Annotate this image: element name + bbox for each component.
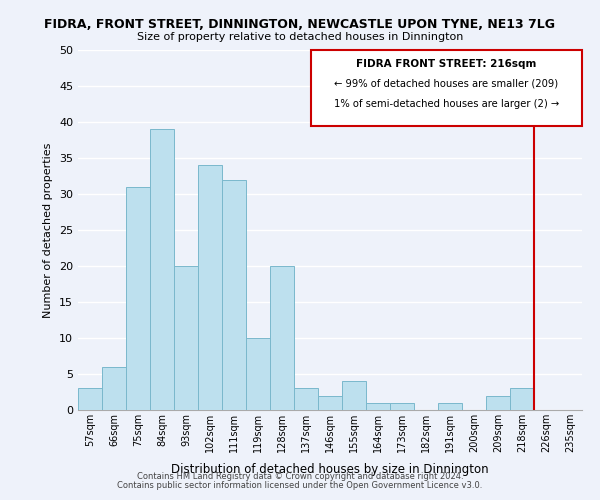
Bar [390,403,414,410]
Bar [294,388,318,410]
Text: Contains HM Land Registry data © Crown copyright and database right 2024.: Contains HM Land Registry data © Crown c… [137,472,463,481]
Text: Size of property relative to detached houses in Dinnington: Size of property relative to detached ho… [137,32,463,42]
Y-axis label: Number of detached properties: Number of detached properties [43,142,53,318]
Text: 1% of semi-detached houses are larger (2) →: 1% of semi-detached houses are larger (2… [334,99,559,109]
Text: FIDRA FRONT STREET: 216sqm: FIDRA FRONT STREET: 216sqm [356,58,536,68]
Bar [510,388,534,410]
Bar [486,396,510,410]
Bar [198,165,222,410]
Bar [318,396,342,410]
Bar [126,187,150,410]
Bar [270,266,294,410]
Bar [366,403,390,410]
Bar [78,388,102,410]
Text: FIDRA, FRONT STREET, DINNINGTON, NEWCASTLE UPON TYNE, NE13 7LG: FIDRA, FRONT STREET, DINNINGTON, NEWCAST… [44,18,556,30]
Bar [174,266,198,410]
Bar [438,403,462,410]
Text: Contains public sector information licensed under the Open Government Licence v3: Contains public sector information licen… [118,481,482,490]
Bar [311,50,582,126]
Bar [150,129,174,410]
Bar [342,381,366,410]
Bar [222,180,246,410]
Text: ← 99% of detached houses are smaller (209): ← 99% of detached houses are smaller (20… [334,79,559,89]
X-axis label: Distribution of detached houses by size in Dinnington: Distribution of detached houses by size … [171,464,489,476]
Bar [102,367,126,410]
Bar [246,338,270,410]
